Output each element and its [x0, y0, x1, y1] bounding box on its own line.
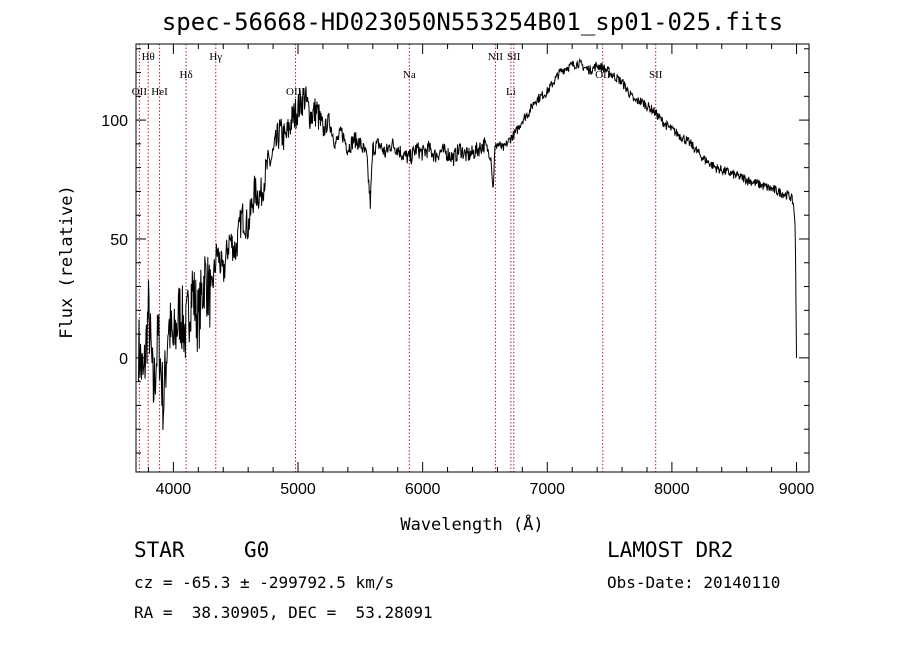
- chart-title: spec-56668-HD023050N553254B01_sp01-025.f…: [161, 8, 784, 36]
- y-tick-label: 50: [110, 232, 128, 249]
- line-marker-label-9: SII: [507, 51, 521, 63]
- line-marker-label-3: Hδ: [180, 69, 193, 81]
- line-marker-label-6: Na: [403, 69, 416, 81]
- x-tick-label: 9000: [779, 481, 815, 498]
- line-marker-label-1: Hθ: [142, 51, 155, 63]
- redshift-line: cz = -65.3 ± -299792.5 km/s: [134, 573, 395, 592]
- x-tick-label: 7000: [529, 481, 565, 498]
- x-tick-label: 8000: [654, 481, 690, 498]
- y-tick-label: 0: [119, 351, 128, 368]
- axes: 4000 5000 6000 7000 8000 9000 0 50 100: [101, 44, 814, 498]
- subclass-label: G0: [244, 538, 270, 562]
- x-tick-label: 6000: [405, 481, 441, 498]
- obs-date: Obs-Date: 20140110: [607, 573, 781, 592]
- line-marker-label-8: Li: [506, 86, 516, 98]
- y-axis-label: Flux (relative): [57, 185, 77, 339]
- line-marker-label-10: OII: [595, 69, 611, 81]
- survey-label: LAMOST DR2: [607, 538, 734, 562]
- spectrum-series-line: [138, 57, 797, 431]
- x-tick-label: 4000: [156, 481, 192, 498]
- x-axis-label: Wavelength (Å): [400, 513, 543, 535]
- line-marker-label-11: SII: [649, 69, 663, 81]
- plot-frame: [135, 43, 810, 473]
- x-tick-label: 5000: [280, 481, 316, 498]
- line-marker-label-7: NII: [488, 51, 504, 63]
- line-marker-label-2: HeI: [151, 86, 168, 98]
- line-marker-label-4: Hγ: [209, 51, 222, 63]
- y-tick-label: 100: [101, 113, 128, 130]
- class-label: STAR: [134, 538, 185, 562]
- coordinates-line: RA = 38.30905, DEC = 53.28091: [134, 603, 433, 622]
